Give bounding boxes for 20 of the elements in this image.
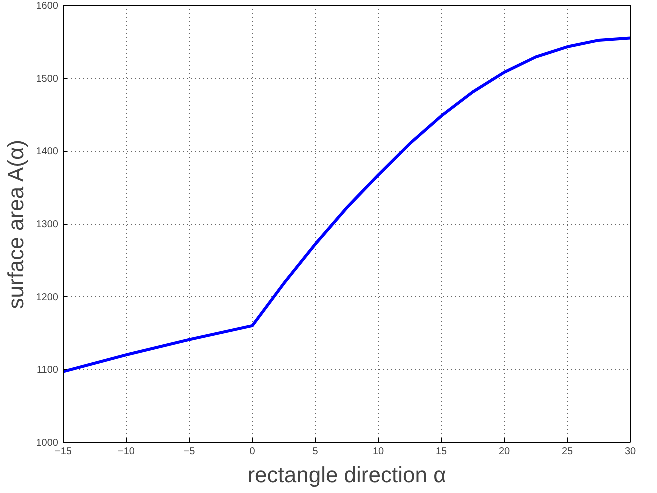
y-tick-label: 1400 bbox=[36, 146, 59, 158]
x-axis-title: rectangle direction α bbox=[248, 462, 447, 488]
y-tick-label: 1000 bbox=[36, 438, 59, 449]
x-tick-label: 15 bbox=[436, 446, 448, 458]
x-tick-label: 20 bbox=[498, 446, 510, 458]
x-tick-label: 25 bbox=[562, 446, 574, 458]
x-tick-label: 30 bbox=[624, 446, 636, 458]
line-series bbox=[64, 36, 630, 374]
y-tick-label: 1200 bbox=[36, 292, 59, 304]
y-axis-title: surface area A(α) bbox=[3, 140, 28, 310]
x-tick-label: −15 bbox=[55, 446, 72, 458]
x-tick-label: −5 bbox=[184, 446, 196, 458]
y-tick-label: 1600 bbox=[36, 1, 59, 12]
x-tick-label: 10 bbox=[372, 446, 384, 458]
y-tick-label: 1100 bbox=[36, 365, 59, 376]
y-tick-label: 1500 bbox=[36, 74, 59, 85]
x-tick-label: 0 bbox=[250, 446, 256, 458]
x-tick-label: −10 bbox=[118, 446, 136, 458]
y-tick-label: 1300 bbox=[36, 220, 59, 230]
x-tick-label: 5 bbox=[312, 446, 319, 458]
